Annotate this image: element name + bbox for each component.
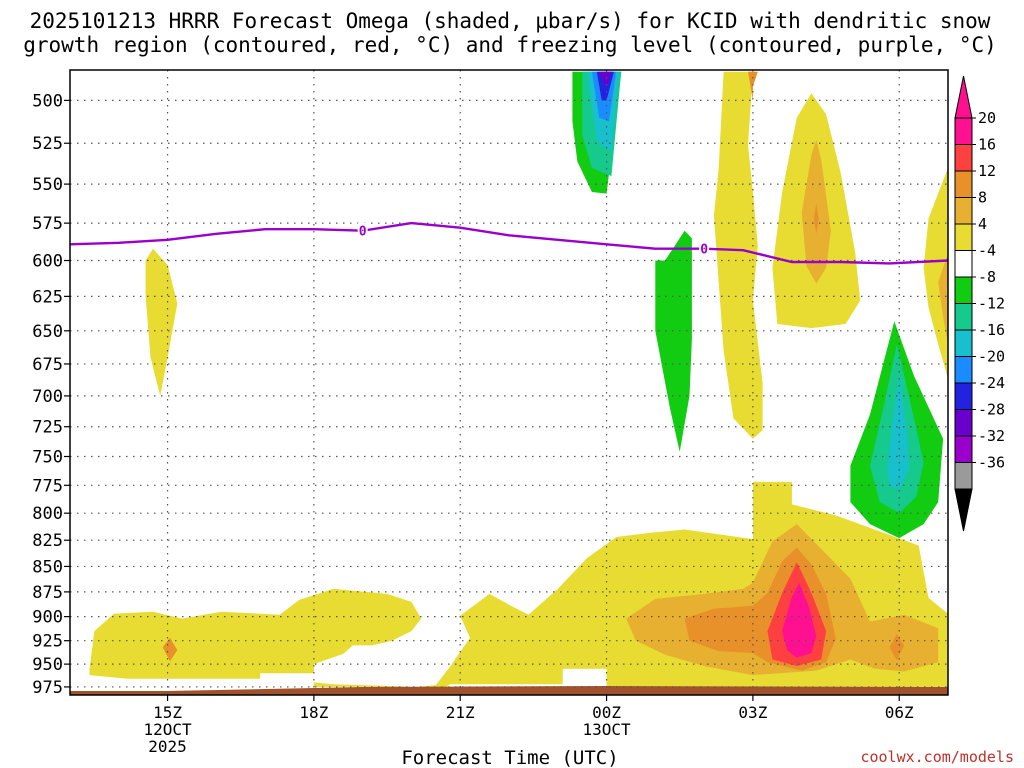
x-tick-label-21-0: 21Z bbox=[446, 703, 475, 722]
y-tick-label-575: 575 bbox=[32, 214, 63, 234]
y-tick-label-800: 800 bbox=[32, 504, 63, 524]
y-tick-label-775: 775 bbox=[32, 476, 63, 496]
y-tick-label-625: 625 bbox=[32, 287, 63, 307]
credit-text: coolwx.com/models bbox=[860, 748, 1014, 766]
colorbar-label-12: -32 bbox=[978, 427, 1005, 445]
y-axis: 500 525 550 575 600 625 650 675 700 725 750 775 800 8… bbox=[32, 91, 70, 698]
colorbar-label-0: 20 bbox=[978, 109, 996, 127]
x-tick-label-30-0: 06Z bbox=[885, 703, 914, 722]
colorbar-bottom-arrow bbox=[954, 488, 973, 532]
colorbar-segment-10 bbox=[954, 382, 973, 410]
plot-area: 00 bbox=[69, 69, 949, 696]
y-tick-label-650: 650 bbox=[32, 322, 63, 342]
colorbar-segment-7 bbox=[954, 303, 973, 331]
colorbar-top-arrow bbox=[954, 75, 973, 119]
x-tick-label-15-2: 2025 bbox=[148, 737, 187, 756]
colorbar-segment-1 bbox=[954, 144, 973, 172]
omega-region-8 bbox=[713, 71, 763, 439]
colorbar-label-9: -20 bbox=[978, 348, 1005, 366]
colorbar-label-8: -16 bbox=[978, 321, 1005, 339]
freezing-level-label-1: 0 bbox=[700, 243, 708, 258]
x-tick-label-24-0: 00Z bbox=[592, 703, 621, 722]
omega-region-24 bbox=[887, 374, 909, 490]
y-tick-label-675: 675 bbox=[32, 355, 63, 375]
freezing-level-label-0: 0 bbox=[359, 225, 367, 240]
y-tick-label-725: 725 bbox=[32, 418, 63, 438]
omega-region-19 bbox=[596, 71, 614, 101]
chart-title-line-2: growth region (contoured, red, °C) and f… bbox=[23, 33, 997, 57]
colorbar-segment-13 bbox=[954, 462, 973, 490]
omega-region-13 bbox=[923, 168, 948, 379]
omega-region-5 bbox=[782, 582, 817, 658]
omega-region-0 bbox=[145, 248, 178, 396]
colorbar-segment-3 bbox=[954, 197, 973, 225]
colorbar-label-5: -4 bbox=[978, 242, 996, 260]
colorbar-segment-9 bbox=[954, 356, 973, 384]
y-tick-label-850: 850 bbox=[32, 557, 63, 577]
omega-region-12 bbox=[813, 203, 819, 234]
y-tick-label-900: 900 bbox=[32, 608, 63, 628]
omega-region-9 bbox=[748, 71, 758, 101]
x-axis-label: Forecast Time (UTC) bbox=[401, 747, 618, 768]
omega-region-14 bbox=[938, 253, 948, 345]
x-tick-label-18-0: 18Z bbox=[299, 703, 328, 722]
chart-title-line-1: 2025101213 HRRR Forecast Omega (shaded, … bbox=[30, 9, 991, 33]
y-tick-label-700: 700 bbox=[32, 387, 63, 407]
colorbar-label-1: 16 bbox=[978, 136, 996, 154]
colorbar-segment-5 bbox=[954, 250, 973, 278]
y-tick-label-875: 875 bbox=[32, 583, 63, 603]
colorbar-segment-6 bbox=[954, 276, 973, 304]
y-tick-label-950: 950 bbox=[32, 655, 63, 675]
y-tick-label-825: 825 bbox=[32, 531, 63, 551]
y-tick-label-525: 525 bbox=[32, 134, 63, 154]
omega-region-20 bbox=[599, 71, 612, 88]
y-tick-label-925: 925 bbox=[32, 632, 63, 652]
colorbar-label-6: -8 bbox=[978, 268, 996, 286]
colorbar-label-7: -12 bbox=[978, 295, 1005, 313]
x-tick-label-15-1: 12OCT bbox=[143, 720, 192, 739]
colorbar-segment-8 bbox=[954, 329, 973, 357]
y-tick-label-500: 500 bbox=[32, 91, 63, 111]
omega-region-7 bbox=[162, 637, 178, 662]
colorbar-segment-0 bbox=[954, 117, 973, 145]
colorbar-segment-11 bbox=[954, 409, 973, 437]
freezing-label-bg-1 bbox=[699, 240, 710, 256]
y-tick-label-550: 550 bbox=[32, 175, 63, 195]
x-tick-label-27-0: 03Z bbox=[738, 703, 767, 722]
colorbar-label-4: 4 bbox=[978, 215, 987, 233]
colorbar-label-10: -24 bbox=[978, 374, 1005, 392]
freezing-label-bg-0 bbox=[357, 222, 368, 238]
colorbar-segment-4 bbox=[954, 223, 973, 251]
colorbar-segment-2 bbox=[954, 170, 973, 198]
terrain-ground bbox=[70, 686, 948, 695]
y-tick-label-975: 975 bbox=[32, 678, 63, 698]
x-tick-label-24-1: 13OCT bbox=[582, 720, 631, 739]
omega-shading bbox=[70, 71, 948, 695]
colorbar-segment-12 bbox=[954, 435, 973, 463]
omega-region-21 bbox=[655, 230, 692, 452]
y-tick-label-750: 750 bbox=[32, 447, 63, 467]
colorbar: 20 16 12 8 4 -4 -8 -12 -16 -20 -24 -28 -32 -36 bbox=[954, 75, 1005, 532]
colorbar-label-3: 8 bbox=[978, 189, 987, 207]
colorbar-label-11: -28 bbox=[978, 401, 1005, 419]
x-tick-label-15-0: 15Z bbox=[153, 703, 182, 722]
plot-frame bbox=[69, 69, 949, 696]
colorbar-label-2: 12 bbox=[978, 162, 996, 180]
freezing-level-line bbox=[70, 221, 948, 265]
y-tick-label-600: 600 bbox=[32, 252, 63, 272]
colorbar-label-13: -36 bbox=[978, 454, 1005, 472]
omega-region-6 bbox=[889, 634, 905, 661]
